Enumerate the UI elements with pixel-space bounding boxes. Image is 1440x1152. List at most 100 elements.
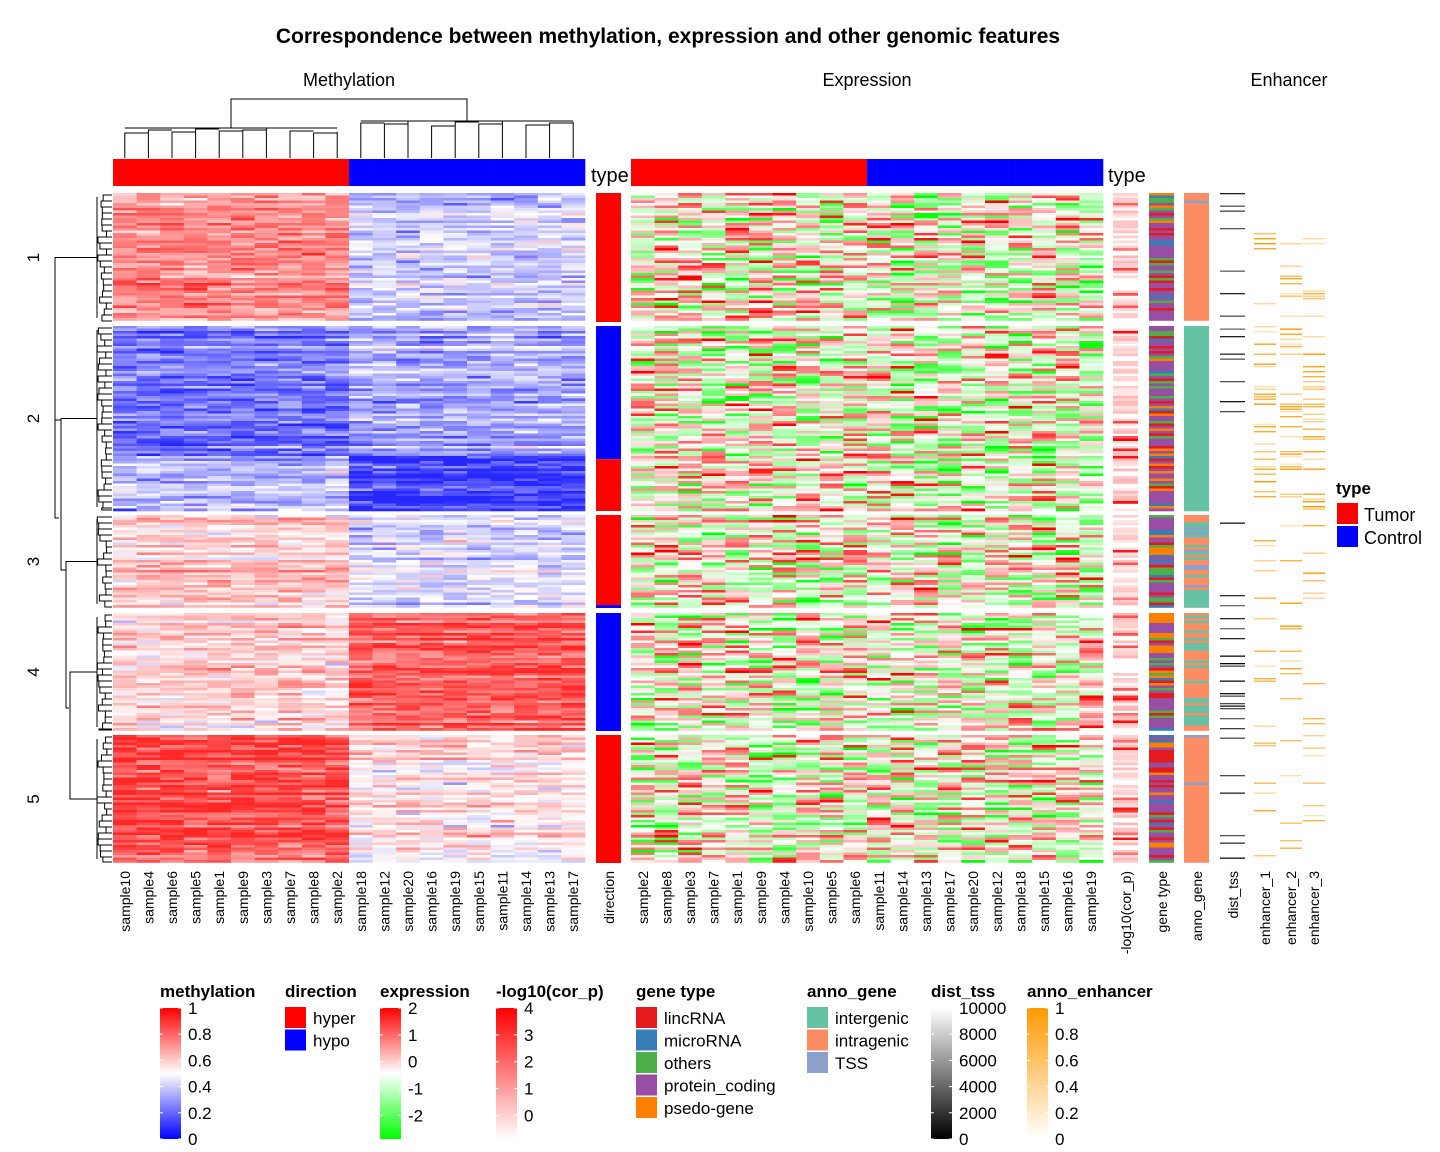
dendrogram-root <box>230 98 468 128</box>
methylation-cell <box>561 416 586 419</box>
methylation-cell <box>396 663 421 666</box>
methylation-cell <box>349 315 373 319</box>
methylation-cell <box>325 423 350 427</box>
methylation-cell <box>537 393 562 397</box>
methylation-cell <box>514 745 539 748</box>
methylation-cell <box>183 740 208 743</box>
methylation-cell <box>537 353 562 357</box>
methylation-cell <box>160 473 185 477</box>
methylation-cell <box>396 665 421 669</box>
methylation-cell <box>419 638 444 641</box>
methylation-cell <box>537 585 562 588</box>
methylation-cell <box>537 718 562 721</box>
methylation-cell <box>561 680 586 684</box>
methylation-cell <box>278 695 303 699</box>
methylation-cell <box>443 508 468 512</box>
methylation-cell <box>301 381 326 384</box>
methylation-cell <box>278 458 303 462</box>
methylation-cell <box>160 535 185 538</box>
dendrogram-branch <box>171 131 196 158</box>
methylation-cell <box>278 213 303 216</box>
methylation-cell <box>561 348 586 352</box>
methylation-cell <box>490 248 515 251</box>
methylation-cell <box>372 723 397 726</box>
row-dendrogram-leaf <box>105 477 112 485</box>
methylation-cell <box>113 718 137 721</box>
methylation-cell <box>325 438 350 442</box>
methylation-cell <box>537 747 562 751</box>
methylation-cell <box>561 777 586 781</box>
methylation-cell <box>183 790 208 793</box>
methylation-cell <box>490 557 515 561</box>
methylation-cell <box>207 787 232 791</box>
methylation-cell <box>325 358 350 362</box>
methylation-cell <box>349 278 373 281</box>
methylation-cell <box>231 625 255 629</box>
methylation-cell <box>231 398 255 402</box>
methylation-cell <box>325 318 350 321</box>
methylation-cell <box>160 683 185 686</box>
methylation-cell <box>325 473 350 477</box>
methylation-cell <box>349 393 373 397</box>
methylation-cell <box>372 747 397 751</box>
methylation-cell <box>490 527 515 531</box>
methylation-cell <box>490 275 515 279</box>
methylation-cell <box>160 605 185 608</box>
methylation-cell <box>561 456 586 459</box>
methylation-cell <box>467 418 491 422</box>
methylation-cell <box>160 418 185 422</box>
methylation-cell <box>561 343 586 347</box>
methylation-cell <box>561 703 586 706</box>
methylation-cell <box>443 233 468 236</box>
methylation-cell <box>372 473 397 477</box>
methylation-cell <box>349 655 373 659</box>
methylation-cell <box>349 718 373 721</box>
methylation-cell <box>467 535 491 538</box>
methylation-cell <box>396 577 421 581</box>
methylation-cell <box>561 193 586 196</box>
methylation-cell <box>561 775 586 778</box>
methylation-cell <box>396 348 421 352</box>
methylation-cell <box>467 423 491 427</box>
methylation-cell <box>537 678 562 681</box>
methylation-cell <box>537 338 562 342</box>
methylation-cell <box>372 685 397 689</box>
methylation-cell <box>231 620 255 624</box>
methylation-cell <box>207 308 232 311</box>
methylation-cell <box>467 453 491 457</box>
methylation-cell <box>113 336 137 339</box>
methylation-cell <box>278 488 303 492</box>
methylation-cell <box>231 693 255 696</box>
methylation-cell <box>160 356 185 359</box>
methylation-cell <box>113 418 137 422</box>
methylation-cell <box>537 428 562 432</box>
methylation-cell <box>514 725 539 729</box>
methylation-cell <box>372 406 397 409</box>
methylation-cell <box>349 376 373 379</box>
methylation-cell <box>254 366 279 369</box>
methylation-cell <box>514 503 539 507</box>
methylation-cell <box>467 458 491 462</box>
methylation-cell <box>278 408 303 412</box>
methylation-cell <box>372 333 397 337</box>
methylation-cell <box>231 562 255 566</box>
methylation-cell <box>325 193 350 196</box>
methylation-cell <box>443 755 468 758</box>
methylation-cell <box>561 361 586 364</box>
methylation-cell <box>443 253 468 256</box>
methylation-cell <box>561 810 586 813</box>
methylation-cell <box>325 648 350 651</box>
methylation-cell <box>136 673 161 676</box>
methylation-cell <box>113 481 137 484</box>
methylation-cell <box>113 557 137 561</box>
methylation-cell <box>136 243 161 246</box>
methylation-cell <box>349 705 373 709</box>
methylation-cell <box>537 458 562 462</box>
methylation-cell <box>537 767 562 771</box>
methylation-cell <box>254 378 279 382</box>
methylation-cell <box>537 602 562 606</box>
methylation-cell <box>278 762 303 766</box>
methylation-cell <box>113 300 137 304</box>
methylation-cell <box>301 406 326 409</box>
methylation-cell <box>183 240 208 244</box>
